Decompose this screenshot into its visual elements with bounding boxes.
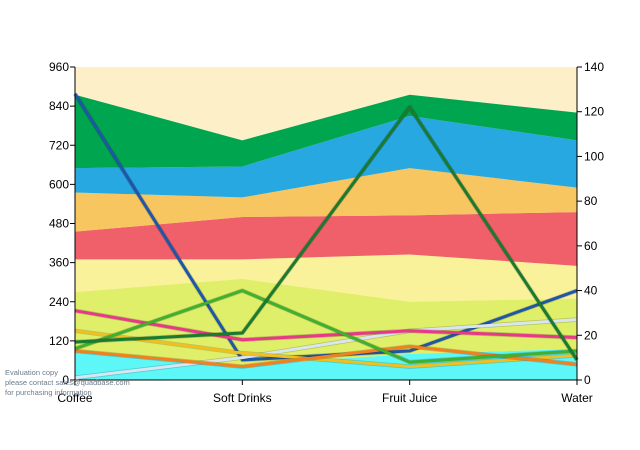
area-band-4: [75, 212, 577, 266]
axes: [70, 66, 582, 385]
right-tick-label: 100: [584, 149, 604, 163]
line-series-2: [74, 318, 578, 380]
line-series-6: [74, 289, 578, 364]
left-tick-label: 720: [49, 138, 69, 152]
left-tick-label: 840: [49, 99, 69, 113]
watermark-line-2: please contact sales@quadbase.com: [5, 378, 130, 387]
left-tick-label: 120: [49, 334, 69, 348]
area-band-7: [75, 94, 577, 169]
right-tick-label: 80: [584, 194, 598, 208]
area-band-3: [75, 254, 577, 302]
left-tick-label: 480: [49, 217, 69, 231]
line-series: [73, 92, 579, 380]
area-band-1: [75, 349, 577, 380]
category-label: Fruit Juice: [382, 391, 438, 405]
watermark-line-1: Evaluation copy: [5, 368, 58, 377]
watermark-line-3: for purchasing information: [5, 388, 92, 397]
area-band-6: [75, 115, 577, 198]
right-tick-label: 140: [584, 60, 604, 74]
left-tick-label: 600: [49, 177, 69, 191]
right-tick-label: 20: [584, 328, 598, 342]
left-tick-label: 240: [49, 295, 69, 309]
tick-labels: 0 120 240 360 480 600 720 840 960 0 20 40 60 80 100 120…: [49, 60, 604, 405]
category-label: Coffee: [57, 391, 92, 405]
category-label: Water: [561, 391, 593, 405]
category-label: Soft Drinks: [213, 391, 272, 405]
stacked-area-series: [75, 94, 577, 380]
area-band-5: [75, 168, 577, 232]
right-tick-label: 0: [584, 373, 591, 387]
line-series-7: [74, 105, 579, 361]
line-series-3: [74, 309, 578, 342]
right-tick-label: 60: [584, 239, 598, 253]
left-tick-label: 960: [49, 60, 69, 74]
right-tick-label: 120: [584, 105, 604, 119]
watermark: Evaluation copy please contact sales@qua…: [5, 368, 130, 397]
line-series-4: [74, 329, 578, 369]
left-tick-label: 0: [62, 373, 69, 387]
left-tick-label: 360: [49, 256, 69, 270]
area-band-2: [75, 278, 577, 366]
right-tick-label: 40: [584, 284, 598, 298]
